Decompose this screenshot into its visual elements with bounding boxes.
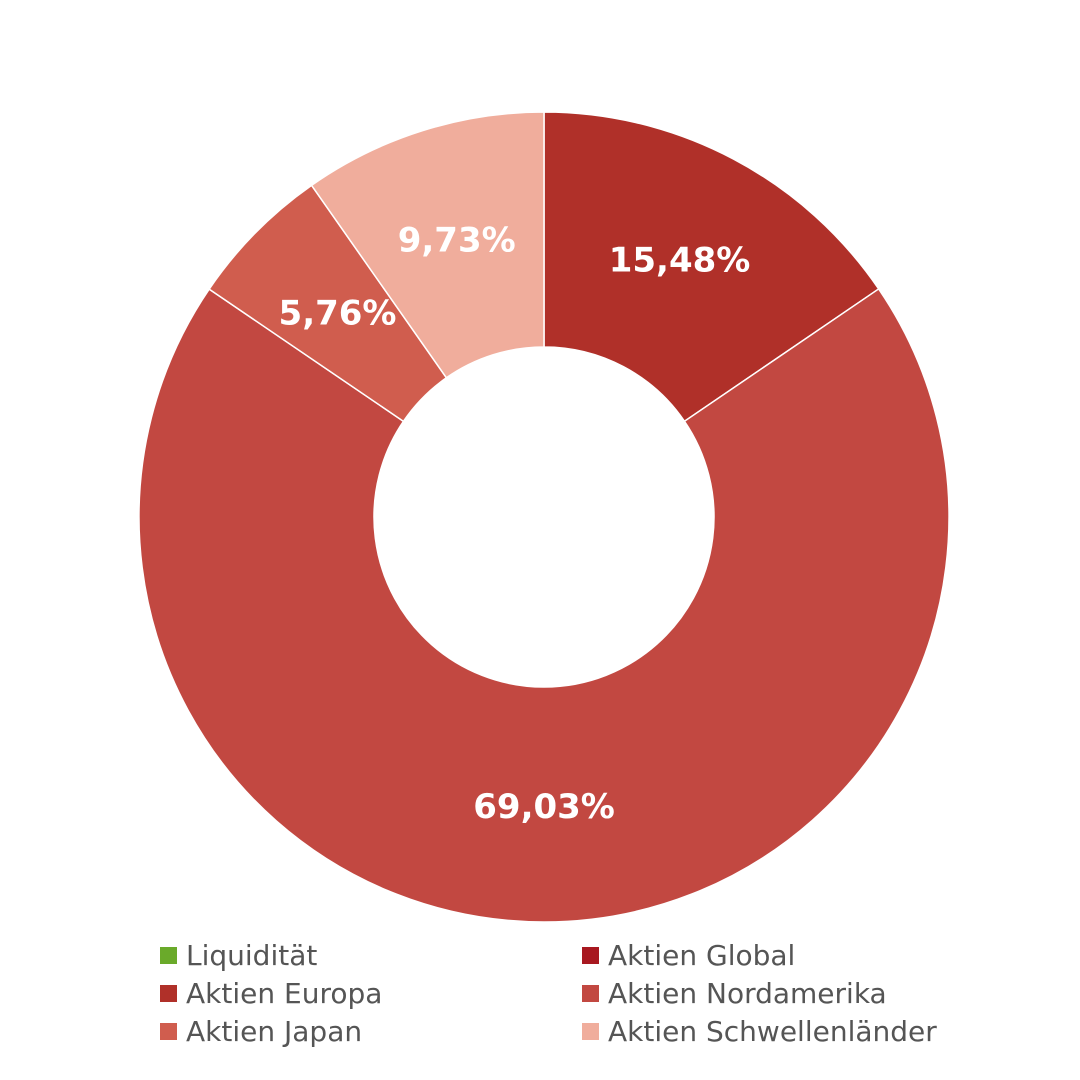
legend-label: Aktien Japan	[186, 1014, 363, 1048]
legend-item: Aktien Nordamerika	[582, 976, 960, 1010]
slice-label-aktien-japan: 5,76%	[279, 293, 397, 333]
legend-item: Aktien Europa	[160, 976, 582, 1010]
legend-label: Aktien Schwellenländer	[608, 1014, 937, 1048]
legend-label: Liquidität	[186, 938, 318, 972]
legend-swatch	[582, 984, 599, 1002]
donut-slice-labels: 15,48% 69,03% 5,76%9,73%	[279, 220, 751, 827]
legend-label: Aktien Europa	[186, 976, 383, 1010]
legend-item: Aktien Schwellenländer	[582, 1014, 960, 1048]
legend-swatch	[160, 1022, 177, 1040]
legend-item: Liquidität	[160, 938, 582, 972]
legend-label: Aktien Nordamerika	[608, 976, 887, 1010]
slice-label-aktien-global: 15,48%	[609, 241, 751, 281]
legend-swatch	[160, 984, 177, 1002]
legend-item: Aktien Japan	[160, 1014, 582, 1048]
chart-legend: Liquidität Aktien Global Aktien Europa Akti…	[160, 938, 960, 1048]
slice-aktien-schwellenl-nder	[310, 111, 545, 379]
slice-aktien-europa	[138, 287, 950, 923]
legend-item: Aktien Global	[582, 938, 960, 972]
donut-slices	[138, 111, 950, 923]
legend-swatch	[582, 1022, 599, 1040]
slice-label-aktien-schwellenl-nder: 9,73%	[398, 220, 516, 260]
slice-label-aktien-europa: 69,03%	[473, 787, 615, 827]
legend-swatch	[582, 946, 599, 964]
legend-label: Aktien Global	[608, 938, 796, 972]
legend-swatch	[160, 946, 177, 964]
slice-aktien-global	[543, 111, 880, 423]
